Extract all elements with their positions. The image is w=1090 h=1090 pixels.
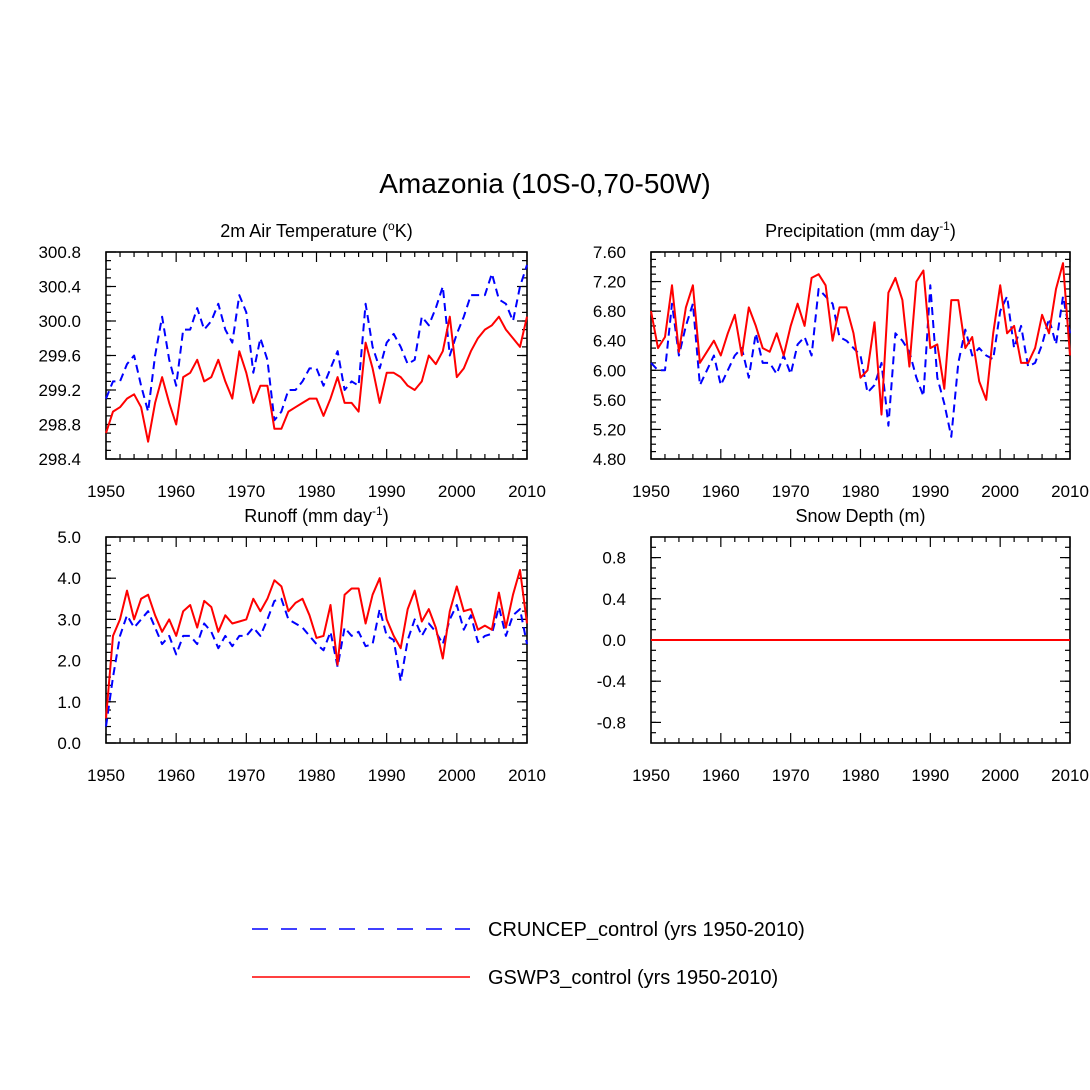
x-tick-label: 1980 xyxy=(842,482,880,501)
y-tick-label: 4.80 xyxy=(593,450,626,469)
panel-title-text: 2m Air Temperature ( xyxy=(220,221,388,241)
panel-3: Runoff (mm day-1) 1950 1960 1970 1980 1990 200… xyxy=(57,504,546,785)
panel-title: 2m Air Temperature (oK) xyxy=(220,219,412,241)
panel-1: 2m Air Temperature (oK) 1950 1960 1970 1980 1… xyxy=(38,219,545,501)
series-line-gswp3 xyxy=(105,569,528,719)
plot-frame xyxy=(105,536,528,744)
x-tick-label: 2000 xyxy=(981,766,1019,785)
panel-title-tail: ) xyxy=(383,506,389,526)
panel-title: Precipitation (mm day-1) xyxy=(765,219,956,241)
x-tick-label: 2000 xyxy=(438,482,476,501)
y-tick-label: 1.0 xyxy=(57,693,81,712)
panel-2: Precipitation (mm day-1) 1950 1960 1970 1980… xyxy=(593,219,1089,501)
figure-title: Amazonia (10S-0,70-50W) xyxy=(379,168,710,199)
x-tick-label: 2010 xyxy=(508,482,546,501)
y-tick-label: 298.4 xyxy=(38,450,81,469)
legend: CRUNCEP_control (yrs 1950-2010) GSWP3_co… xyxy=(252,919,805,989)
x-tick-label: 1960 xyxy=(702,482,740,501)
panel-4: Snow Depth (m) 1950 1960 1970 1980 1990 2000 20… xyxy=(597,506,1089,785)
legend-label-cruncep: CRUNCEP_control (yrs 1950-2010) xyxy=(488,919,805,941)
panel-title: Snow Depth (m) xyxy=(795,506,925,526)
y-tick-label: 6.80 xyxy=(593,302,626,321)
x-tick-label: 1990 xyxy=(911,766,949,785)
x-tick-label: 1990 xyxy=(368,766,406,785)
x-tick-label: 2010 xyxy=(1051,766,1089,785)
x-tick-label: 2000 xyxy=(981,482,1019,501)
series-line-cruncep xyxy=(105,597,528,727)
x-tick-label: 1970 xyxy=(772,766,810,785)
y-tick-label: 300.8 xyxy=(38,243,81,262)
y-tick-label: 0.4 xyxy=(602,590,626,609)
y-tick-label: 5.20 xyxy=(593,420,626,439)
x-tick-label: 2010 xyxy=(1051,482,1089,501)
series-line-cruncep xyxy=(650,284,1071,438)
y-tick-label: 2.0 xyxy=(57,652,81,671)
panel-title-text: Precipitation (mm day xyxy=(765,221,939,241)
x-tick-label: 1960 xyxy=(702,766,740,785)
y-tick-label: 4.0 xyxy=(57,569,81,588)
x-tick-label: 1980 xyxy=(298,482,336,501)
panel-title-superscript: -1 xyxy=(939,219,950,233)
y-tick-label: 5.60 xyxy=(593,391,626,410)
x-tick-label: 1960 xyxy=(157,766,195,785)
x-tick-label: 1970 xyxy=(772,482,810,501)
x-tick-label: 1950 xyxy=(87,766,125,785)
y-tick-label: 6.00 xyxy=(593,361,626,380)
y-tick-label: 5.0 xyxy=(57,528,81,547)
y-tick-label: 6.40 xyxy=(593,332,626,351)
y-tick-label: 300.0 xyxy=(38,312,81,331)
legend-label-gswp3: GSWP3_control (yrs 1950-2010) xyxy=(488,967,778,989)
y-tick-label: 300.4 xyxy=(38,278,81,297)
series-line-cruncep xyxy=(105,264,528,422)
y-tick-label: 0.0 xyxy=(602,631,626,650)
series-line-gswp3 xyxy=(105,315,528,443)
y-tick-label: 0.8 xyxy=(602,549,626,568)
panel-title-tail: ) xyxy=(950,221,956,241)
x-tick-label: 2010 xyxy=(508,766,546,785)
y-tick-label: 7.60 xyxy=(593,243,626,262)
x-tick-label: 1990 xyxy=(911,482,949,501)
y-tick-label: 7.20 xyxy=(593,273,626,292)
x-tick-label: 1970 xyxy=(227,766,265,785)
x-tick-label: 1950 xyxy=(632,482,670,501)
y-tick-label: -0.4 xyxy=(597,672,626,691)
x-tick-label: 1950 xyxy=(632,766,670,785)
y-tick-label: 299.2 xyxy=(38,381,81,400)
panel-title-text: Runoff (mm day xyxy=(244,506,372,526)
x-tick-label: 1990 xyxy=(368,482,406,501)
panel-title-superscript: o xyxy=(388,219,395,233)
x-tick-label: 1950 xyxy=(87,482,125,501)
x-tick-label: 1980 xyxy=(298,766,336,785)
y-tick-label: 299.6 xyxy=(38,347,81,366)
panel-title-superscript: -1 xyxy=(372,504,383,518)
panels: 2m Air Temperature (oK) 1950 1960 1970 1980 1… xyxy=(38,219,1088,785)
series-line-gswp3 xyxy=(650,262,1071,416)
panel-title-text: Snow Depth (m) xyxy=(795,506,925,526)
x-tick-label: 2000 xyxy=(438,766,476,785)
panel-title-tail: K) xyxy=(395,221,413,241)
x-tick-label: 1960 xyxy=(157,482,195,501)
x-tick-label: 1970 xyxy=(227,482,265,501)
y-tick-label: 3.0 xyxy=(57,610,81,629)
panel-title: Runoff (mm day-1) xyxy=(244,504,388,526)
y-tick-label: 298.8 xyxy=(38,416,81,435)
y-tick-label: 0.0 xyxy=(57,734,81,753)
y-tick-label: -0.8 xyxy=(597,713,626,732)
x-tick-label: 1980 xyxy=(842,766,880,785)
